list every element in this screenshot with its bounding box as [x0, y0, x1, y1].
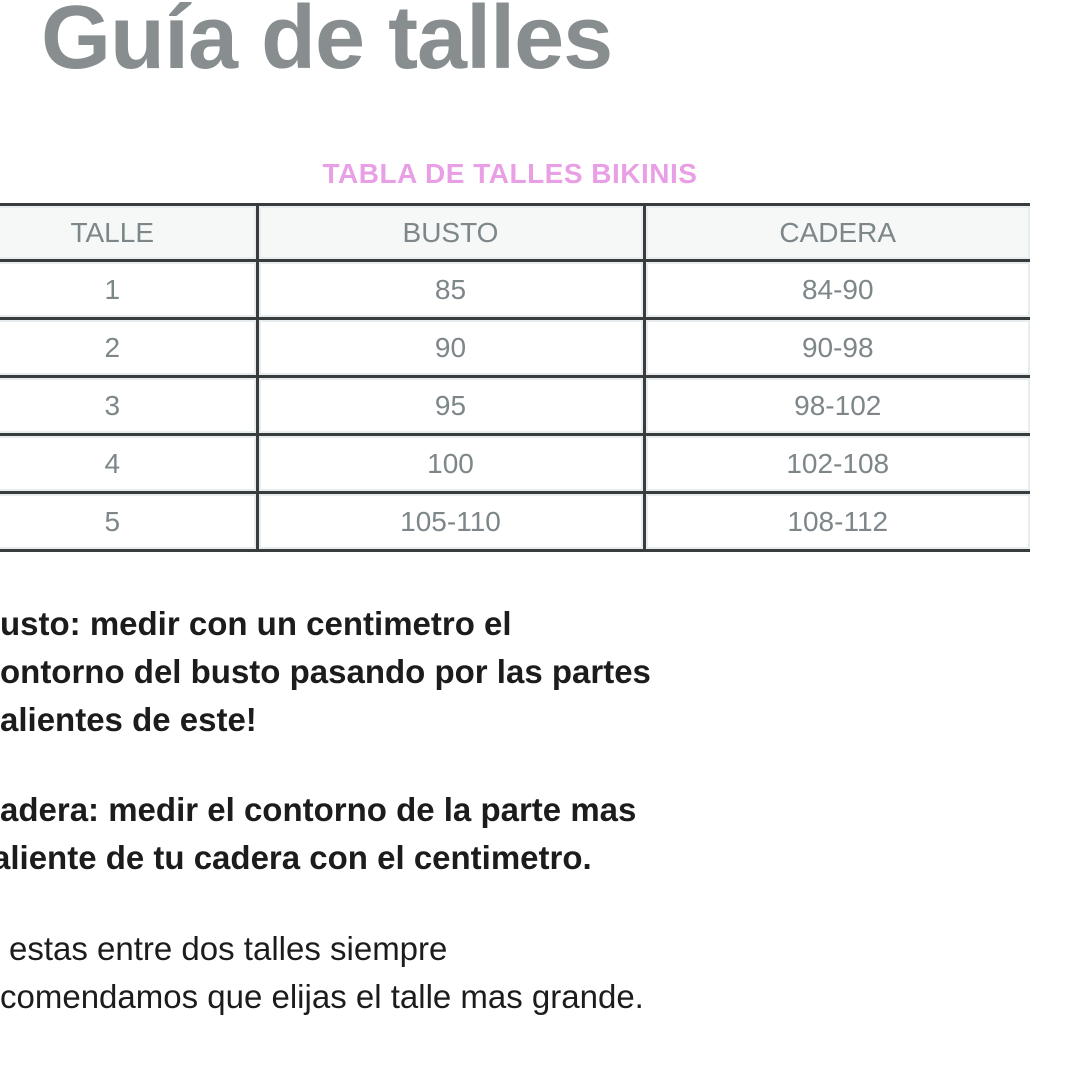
table-cell-cadera: 102-108: [642, 433, 1030, 494]
note-line: aliente de tu cadera con el centimetro.: [0, 839, 592, 876]
table-cell-cadera: 108-112: [642, 491, 1030, 552]
table-cell-cadera: 84-90: [642, 259, 1030, 320]
table-cell-cadera: 90-98: [642, 317, 1030, 378]
note-line: estas entre dos talles siempre: [9, 930, 448, 967]
table-header-row: TALLE BUSTO CADERA: [0, 203, 1030, 262]
note-line: adera: medir el contorno de la parte mas: [0, 791, 637, 828]
table-cell-talle: 4: [0, 433, 259, 494]
table-cell-busto: 100: [255, 433, 646, 494]
table-cell-talle: 2: [0, 317, 259, 378]
note-cadera: adera: medir el contorno de la parte mas…: [0, 786, 636, 882]
table-row: 5 105-110 108-112: [0, 491, 1030, 552]
table-cell-talle: 3: [0, 375, 259, 436]
column-header-busto: BUSTO: [255, 203, 646, 262]
table-row: 1 85 84-90: [0, 259, 1030, 320]
table-cell-talle: 5: [0, 491, 259, 552]
table-cell-busto: 85: [255, 259, 646, 320]
note-line: alientes de este!: [0, 701, 257, 738]
table-row: 2 90 90-98: [0, 317, 1030, 378]
table-row: 4 100 102-108: [0, 433, 1030, 494]
size-table: TALLE BUSTO CADERA 1 85 84-90 2 90 90-98…: [0, 203, 1030, 552]
note-line: usto: medir con un centimetro el: [0, 605, 512, 642]
note-line: comendamos que elijas el talle mas grand…: [0, 978, 644, 1015]
page-title: Guía de talles: [41, 0, 613, 88]
table-cell-cadera: 98-102: [642, 375, 1030, 436]
column-header-talle: TALLE: [0, 203, 259, 262]
table-title: TABLA DE TALLES BIKINIS: [322, 158, 698, 189]
table-cell-talle: 1: [0, 259, 259, 320]
table-cell-busto: 105-110: [255, 491, 646, 552]
column-header-cadera: CADERA: [642, 203, 1030, 262]
note-line: ontorno del busto pasando por las partes: [0, 653, 651, 690]
table-cell-busto: 90: [255, 317, 646, 378]
note-advice: estas entre dos talles siempre comendamo…: [0, 925, 644, 1021]
note-busto: usto: medir con un centimetro el ontorno…: [0, 600, 651, 744]
table-cell-busto: 95: [255, 375, 646, 436]
table-row: 3 95 98-102: [0, 375, 1030, 436]
